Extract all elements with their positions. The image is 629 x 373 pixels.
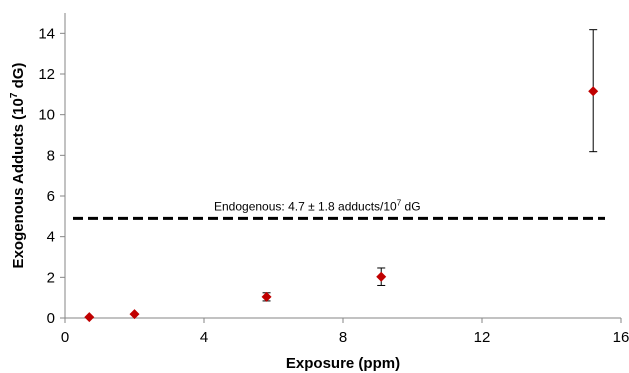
y-axis-ticks: 0 2 4 6 8 10 12 14 xyxy=(38,25,65,327)
y-axis-title-tail: dG) xyxy=(10,63,27,93)
y-tick-label: 4 xyxy=(47,229,55,246)
annotation-superscript: 7 xyxy=(397,198,402,207)
y-tick-label: 12 xyxy=(38,66,55,83)
x-tick-label: 8 xyxy=(339,329,347,346)
annotation-text-before: Endogenous: 4.7 ± 1.8 adducts/10 xyxy=(214,199,397,213)
annotation-text-after: dG xyxy=(401,199,420,213)
data-point xyxy=(129,309,140,320)
data-point xyxy=(84,312,95,323)
y-tick-label: 10 xyxy=(38,107,55,124)
x-axis-ticks: 0 4 8 12 16 xyxy=(61,318,629,346)
x-tick-label: 12 xyxy=(474,329,491,346)
y-axis-title: Exogenous Adducts (107 dG) xyxy=(9,63,27,269)
data-point xyxy=(376,271,387,282)
y-tick-label: 6 xyxy=(47,188,55,205)
y-tick-label: 8 xyxy=(47,147,55,164)
endogenous-annotation: Endogenous: 4.7 ± 1.8 adducts/107 dG xyxy=(214,198,421,213)
x-axis-title: Exposure (ppm) xyxy=(286,355,400,372)
axes xyxy=(64,13,621,319)
y-tick-label: 14 xyxy=(38,25,55,42)
x-tick-label: 0 xyxy=(61,329,69,346)
x-tick-label: 4 xyxy=(200,329,208,346)
data-point xyxy=(261,291,272,302)
data-point xyxy=(588,86,599,97)
data-series xyxy=(84,29,599,323)
y-axis-title-superscript: 7 xyxy=(9,92,20,98)
y-tick-label: 0 xyxy=(47,310,55,327)
y-axis-title-main: Exogenous Adducts (10 xyxy=(10,98,27,268)
y-tick-label: 2 xyxy=(47,269,55,286)
x-tick-label: 16 xyxy=(613,329,629,346)
